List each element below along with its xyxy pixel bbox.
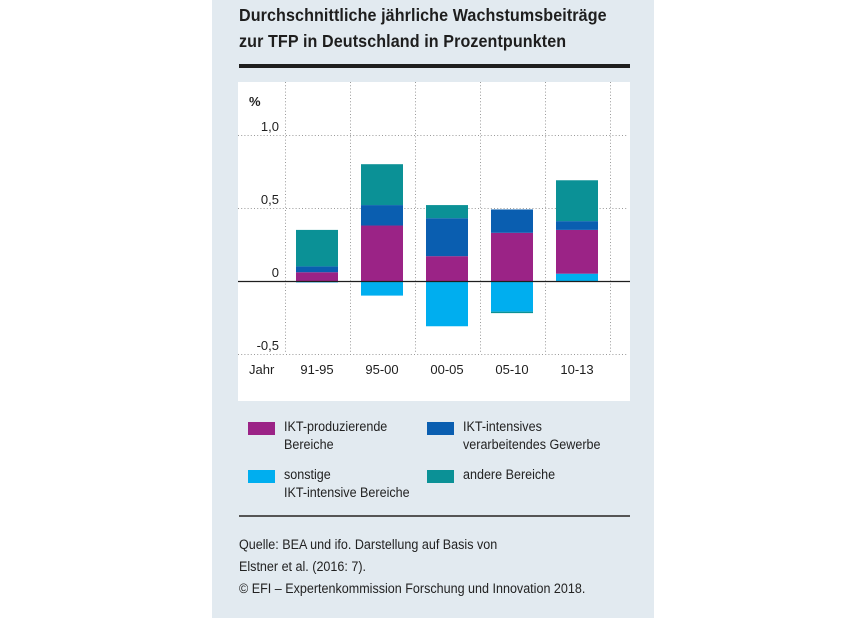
x-tick-label: 05-10 bbox=[495, 362, 528, 377]
legend-item-ikt-produzierend: IKT-produzierende Bereiche bbox=[248, 418, 395, 454]
x-tick-label: 95-00 bbox=[365, 362, 398, 377]
y-tick-label: -0,5 bbox=[257, 338, 279, 353]
y-axis-unit-label: % bbox=[249, 94, 261, 109]
chart-legend: IKT-produzierende Bereiche IKT-intensive… bbox=[248, 418, 638, 508]
bar-segment-sonstige-ikt-intensiv-10-13 bbox=[556, 273, 598, 281]
bar-segment-ikt-produzierend-00-05 bbox=[426, 256, 468, 281]
horizontal-gridlines bbox=[238, 135, 628, 355]
chart-title-line-2: zur TFP in Deutschland in Prozentpunkten bbox=[239, 31, 567, 51]
bar-segment-sonstige-ikt-intensiv-95-00 bbox=[361, 281, 403, 296]
bar-segment-ikt-intensiv-verarbeitend-10-13 bbox=[556, 221, 598, 230]
bar-segment-andere-10-13 bbox=[556, 180, 598, 222]
vertical-gridlines bbox=[285, 82, 611, 354]
x-tick-label: 91-95 bbox=[300, 362, 333, 377]
y-tick-label: 1,0 bbox=[261, 119, 279, 134]
legend-item-sonstige-ikt-intensiv: sonstige IKT-intensive Bereiche bbox=[248, 466, 419, 502]
legend-item-andere: andere Bereiche bbox=[427, 466, 562, 484]
bar-segment-sonstige-ikt-intensiv-00-05 bbox=[426, 281, 468, 327]
legend-label-ikt-produzierend: IKT-produzierende Bereiche bbox=[284, 419, 388, 452]
bar-segment-ikt-produzierend-95-00 bbox=[361, 225, 403, 281]
y-tick-labels: 1,0 0,5 0 -0,5 bbox=[257, 119, 279, 353]
bars bbox=[296, 164, 598, 327]
legend-swatch-ikt-intensiv-verarbeitend bbox=[427, 422, 454, 435]
x-axis-label: Jahr bbox=[249, 362, 275, 377]
source-divider bbox=[239, 515, 630, 517]
bar-segment-andere-05-10 bbox=[491, 311, 533, 314]
y-tick-label: 0 bbox=[272, 265, 279, 280]
bar-segment-ikt-intensiv-verarbeitend-05-10 bbox=[491, 209, 533, 233]
bar-segment-ikt-produzierend-05-10 bbox=[491, 232, 533, 281]
bar-segment-ikt-produzierend-91-95 bbox=[296, 272, 338, 281]
legend-label-ikt-intensiv-verarbeitend: IKT-intensives verarbeitendes Gewerbe bbox=[463, 419, 601, 452]
bar-segment-ikt-intensiv-verarbeitend-91-95 bbox=[296, 266, 338, 273]
plot-area: 1,0 0,5 0 -0,5 91-95 95-00 00-05 05-10 10-13 % … bbox=[238, 82, 630, 401]
x-tick-labels: 91-95 95-00 00-05 05-10 10-13 bbox=[300, 362, 593, 377]
copyright-line: © EFI – Expertenkommission Forschung und… bbox=[239, 581, 586, 596]
bar-segment-andere-00-05 bbox=[426, 205, 468, 219]
legend-label-sonstige-ikt-intensiv: sonstige IKT-intensive Bereiche bbox=[284, 467, 410, 500]
chart-title-line-1: Durchschnittliche jährliche Wachstumsbei… bbox=[239, 5, 607, 25]
source-note: Quelle: BEA und ifo. Darstellung auf Bas… bbox=[239, 534, 630, 600]
chart-title: Durchschnittliche jährliche Wachstumsbei… bbox=[239, 2, 607, 54]
bar-segment-ikt-intensiv-verarbeitend-00-05 bbox=[426, 218, 468, 257]
bar-segment-andere-91-95 bbox=[296, 229, 338, 267]
bar-segment-ikt-intensiv-verarbeitend-95-00 bbox=[361, 205, 403, 226]
source-line-1: Quelle: BEA und ifo. Darstellung auf Bas… bbox=[239, 537, 498, 552]
x-tick-label: 00-05 bbox=[430, 362, 463, 377]
legend-swatch-sonstige-ikt-intensiv bbox=[248, 470, 275, 483]
legend-swatch-ikt-produzierend bbox=[248, 422, 275, 435]
legend-item-ikt-intensiv-verarbeitend: IKT-intensives verarbeitendes Gewerbe bbox=[427, 418, 611, 454]
title-divider bbox=[239, 64, 630, 68]
y-tick-label: 0,5 bbox=[261, 192, 279, 207]
x-tick-label: 10-13 bbox=[560, 362, 593, 377]
bar-segment-sonstige-ikt-intensiv-05-10 bbox=[491, 281, 533, 312]
bar-segment-andere-95-00 bbox=[361, 164, 403, 206]
stacked-bar-chart: 1,00,50-0,5 91-95 95-00 00-05 05-10 10-13 % … bbox=[238, 82, 630, 377]
source-line-2: Elstner et al. (2016: 7). bbox=[239, 559, 367, 574]
legend-swatch-andere bbox=[427, 470, 454, 483]
legend-label-andere: andere Bereiche bbox=[463, 467, 556, 482]
bar-segment-ikt-produzierend-10-13 bbox=[556, 229, 598, 274]
